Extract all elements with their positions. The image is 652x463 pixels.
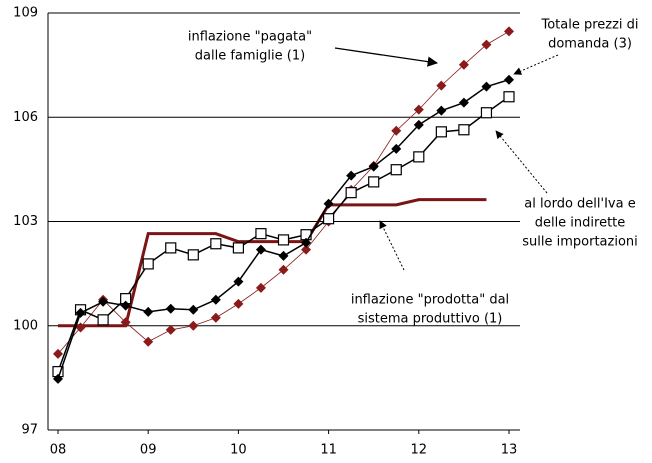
point [368,161,379,172]
x-tick-label: 09 [140,443,157,458]
y-tick-label: 97 [21,423,38,438]
point [210,238,222,250]
point [97,314,109,326]
point [345,187,357,199]
point [391,143,402,154]
point [391,125,402,136]
point [480,107,493,119]
point [120,317,131,328]
x-tick-label: 12 [411,443,428,458]
x-tick-label: 10 [230,443,247,458]
point [232,242,244,254]
point [346,170,357,181]
point [413,151,425,163]
annotation: sulle importazioni [522,235,638,250]
point [436,105,447,116]
point [255,244,266,255]
annotation: Totale prezzi di [540,18,638,33]
annotation: sistema produttivo (1) [358,312,503,327]
point [188,304,199,315]
point [142,258,154,270]
point [458,59,469,70]
annotation: dalle famiglie (1) [195,49,305,64]
y-tick-label: 100 [13,318,38,333]
point [277,234,290,246]
point [503,91,515,103]
point [301,237,312,248]
point [504,74,514,85]
x-tick-label: 13 [501,443,518,458]
point [75,307,86,318]
point [481,81,492,92]
point [210,312,221,323]
series-line [57,96,510,372]
y-tick-label: 106 [13,110,38,125]
point [504,26,514,37]
y-tick-label: 103 [13,214,38,229]
point [436,80,447,91]
series-line [57,79,510,380]
annotation: inflazione "prodotta" dal [351,293,509,308]
point [255,282,266,293]
point [120,300,131,311]
point [98,296,109,307]
x-tick-label: 08 [50,443,67,458]
point [143,336,154,347]
annotation: delle indirette [535,216,626,231]
point [210,294,221,305]
point [53,348,63,359]
point [233,276,244,287]
point [165,303,176,314]
point [255,228,267,240]
point [390,164,402,176]
point [278,264,289,275]
point [413,119,424,130]
point [435,126,447,138]
y-tick-label: 109 [13,6,38,21]
point [323,198,334,209]
point [165,324,176,335]
point [301,244,312,255]
point [165,242,177,254]
point [323,213,335,225]
annotation: inflazione "pagata" [188,30,312,45]
point [278,250,289,261]
annotation: al lordo dell'Iva e [524,197,635,212]
point [143,306,154,317]
point [368,176,380,188]
point [53,373,63,384]
x-tick-label: 11 [320,443,337,458]
annotation-arrows [334,47,559,271]
series-line [58,198,487,328]
point [413,104,424,115]
point [187,249,199,261]
point [233,298,244,309]
point [458,124,470,136]
point [75,322,86,333]
annotation: domanda (3) [548,37,632,52]
point [188,320,199,331]
point [458,97,469,108]
point [481,39,492,50]
